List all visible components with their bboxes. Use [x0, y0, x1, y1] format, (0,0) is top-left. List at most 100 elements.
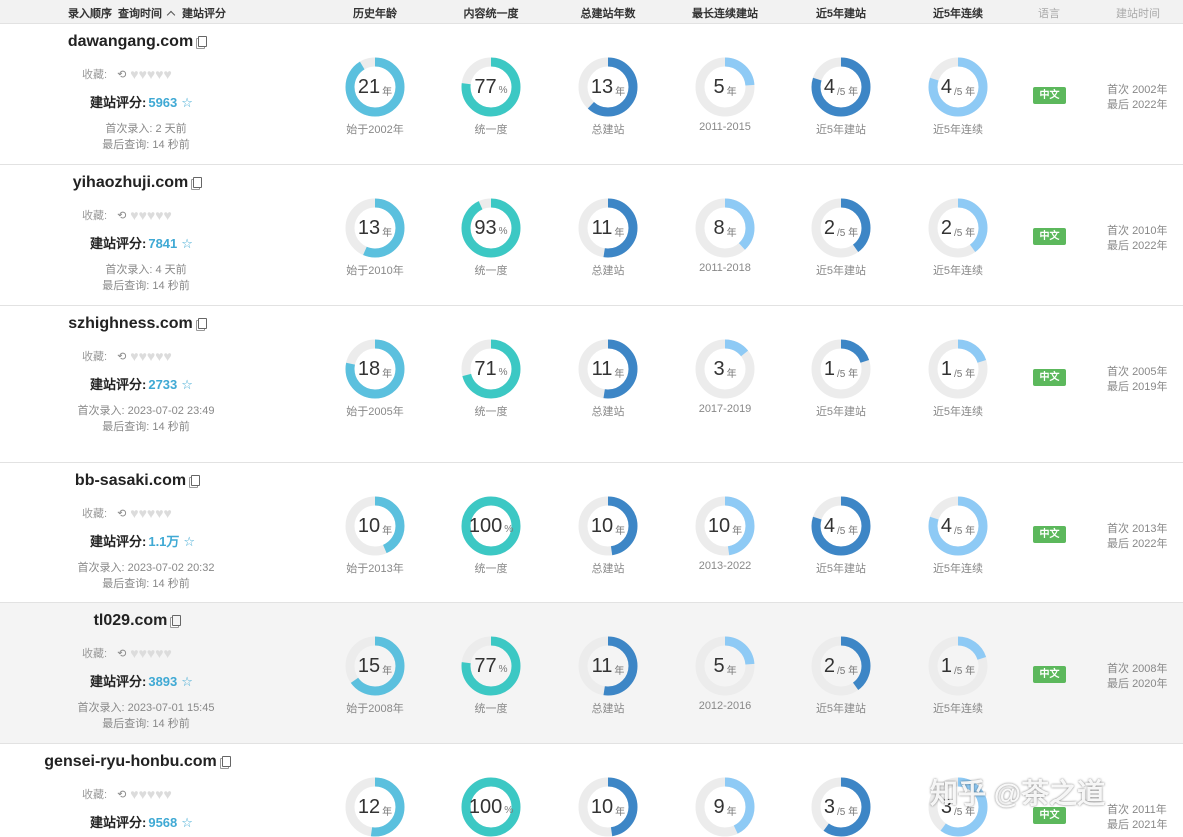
domain-name[interactable]: gensei-ryu-honbu.com: [0, 753, 275, 771]
age-donut[interactable]: 12 年: [344, 776, 406, 837]
domain-name[interactable]: szhighness.com: [0, 315, 275, 333]
consistency-caption: 统一度: [474, 703, 508, 715]
star-icon[interactable]: ☆: [181, 674, 193, 689]
recent5-donut[interactable]: 2/5 年: [810, 635, 872, 697]
score-value[interactable]: 2733: [148, 377, 178, 392]
consistency-donut[interactable]: 77%: [460, 635, 522, 697]
total-donut[interactable]: 13 年: [577, 56, 639, 118]
recent5c-donut[interactable]: 2/5 年: [927, 197, 989, 259]
longest-donut[interactable]: 10 年: [694, 495, 756, 557]
last-query: 最后查询: 14 秒前: [0, 136, 292, 152]
domain-text[interactable]: szhighness.com: [68, 315, 193, 332]
reset-icon[interactable]: ⟲: [117, 789, 127, 801]
col-age-header[interactable]: 历史年龄: [353, 8, 397, 20]
age-donut[interactable]: 21 年: [344, 56, 406, 118]
favorite-hearts[interactable]: ♥♥♥♥♥: [130, 645, 172, 661]
age-donut[interactable]: 10 年: [344, 495, 406, 557]
consistency-donut[interactable]: 100%: [460, 776, 522, 837]
score-value[interactable]: 7841: [148, 236, 178, 251]
copy-icon[interactable]: [191, 475, 201, 486]
copy-icon[interactable]: [197, 318, 207, 329]
consistency-donut[interactable]: 93%: [460, 197, 522, 259]
recent5c-donut[interactable]: 3/5 年: [927, 776, 989, 837]
ring-fill: [461, 777, 521, 837]
domain-text[interactable]: gensei-ryu-honbu.com: [44, 753, 217, 770]
age-donut[interactable]: 15 年: [344, 635, 406, 697]
recent5c-caption: 近5年连续: [932, 703, 984, 715]
reset-icon[interactable]: ⟲: [117, 69, 127, 81]
recent5-donut[interactable]: 4/5 年: [810, 495, 872, 557]
copy-icon[interactable]: [198, 36, 208, 47]
recent5-donut[interactable]: 4/5 年: [810, 56, 872, 118]
metric-unit: 年: [614, 369, 625, 380]
recent5-donut[interactable]: 2/5 年: [810, 197, 872, 259]
favorite-hearts[interactable]: ♥♥♥♥♥: [130, 786, 172, 802]
domain-name[interactable]: yihaozhuji.com: [0, 174, 275, 192]
favorite-hearts[interactable]: ♥♥♥♥♥: [130, 505, 172, 521]
star-icon[interactable]: ☆: [181, 377, 193, 392]
sort-query-time-label: 查询时间: [118, 8, 162, 20]
domain-name[interactable]: dawangang.com: [0, 33, 275, 51]
sort-order-link[interactable]: 录入顺序: [68, 8, 112, 20]
age-donut[interactable]: 18 年: [344, 338, 406, 400]
sort-query-time-link[interactable]: 查询时间: [118, 5, 176, 21]
copy-icon[interactable]: [221, 756, 231, 767]
recent5-donut[interactable]: 3/5 年: [810, 776, 872, 837]
favorite-hearts[interactable]: ♥♥♥♥♥: [130, 348, 172, 364]
age-donut[interactable]: 13 年: [344, 197, 406, 259]
star-icon[interactable]: ☆: [181, 95, 193, 110]
recent5c-donut[interactable]: 4/5 年: [927, 495, 989, 557]
reset-icon[interactable]: ⟲: [117, 351, 127, 363]
longest-ring: [695, 339, 755, 399]
ring-fill: [695, 339, 755, 399]
score-value[interactable]: 5963: [148, 95, 178, 110]
col-recent5-continuous-header[interactable]: 近5年连续: [932, 8, 984, 20]
domain-text[interactable]: dawangang.com: [67, 33, 194, 50]
total-donut[interactable]: 11 年: [577, 197, 639, 259]
total-donut[interactable]: 10 年: [577, 495, 639, 557]
consistency-donut[interactable]: 71%: [460, 338, 522, 400]
total-donut[interactable]: 11 年: [577, 338, 639, 400]
domain-text[interactable]: bb-sasaki.com: [74, 472, 187, 489]
domain-name[interactable]: tl029.com: [0, 612, 275, 630]
favorite-hearts[interactable]: ♥♥♥♥♥: [130, 66, 172, 82]
domain-text[interactable]: yihaozhuji.com: [72, 174, 189, 191]
col-total-header[interactable]: 总建站年数: [580, 8, 636, 20]
star-icon[interactable]: ☆: [183, 534, 196, 549]
col-longest-header[interactable]: 最长连续建站: [692, 8, 758, 20]
reset-icon[interactable]: ⟲: [117, 210, 127, 222]
copy-icon[interactable]: [193, 177, 203, 188]
col-consistency-header[interactable]: 内容统一度: [463, 8, 519, 20]
total-donut[interactable]: 10 年: [577, 776, 639, 837]
score-value[interactable]: 1.1万: [148, 534, 180, 549]
recent5c-donut[interactable]: 1/5 年: [927, 338, 989, 400]
sort-score-link[interactable]: 建站评分: [182, 8, 226, 20]
age-caption: 始于2008年: [346, 703, 404, 715]
star-icon[interactable]: ☆: [181, 815, 193, 830]
metric-unit: 年: [726, 87, 737, 98]
build-first-value: 2002年: [1132, 84, 1168, 96]
copy-icon[interactable]: [172, 615, 182, 626]
consistency-donut[interactable]: 100%: [460, 495, 522, 557]
score-value[interactable]: 3893: [148, 674, 178, 689]
recent5-donut[interactable]: 1/5 年: [810, 338, 872, 400]
col-recent5-header[interactable]: 近5年建站: [815, 8, 867, 20]
metric-unit: /5 年: [837, 807, 859, 818]
total-donut[interactable]: 11 年: [577, 635, 639, 697]
reset-icon[interactable]: ⟲: [117, 648, 127, 660]
consistency-donut[interactable]: 77%: [460, 56, 522, 118]
favorite-hearts[interactable]: ♥♥♥♥♥: [130, 207, 172, 223]
domain-name[interactable]: bb-sasaki.com: [0, 472, 275, 490]
score-value[interactable]: 9568: [148, 815, 178, 830]
recent5c-donut[interactable]: 4/5 年: [927, 56, 989, 118]
recent5-caption: 近5年建站: [815, 124, 867, 136]
domain-text[interactable]: tl029.com: [93, 612, 168, 629]
reset-icon[interactable]: ⟲: [117, 508, 127, 520]
recent5c-donut[interactable]: 1/5 年: [927, 635, 989, 697]
star-icon[interactable]: ☆: [181, 236, 193, 251]
